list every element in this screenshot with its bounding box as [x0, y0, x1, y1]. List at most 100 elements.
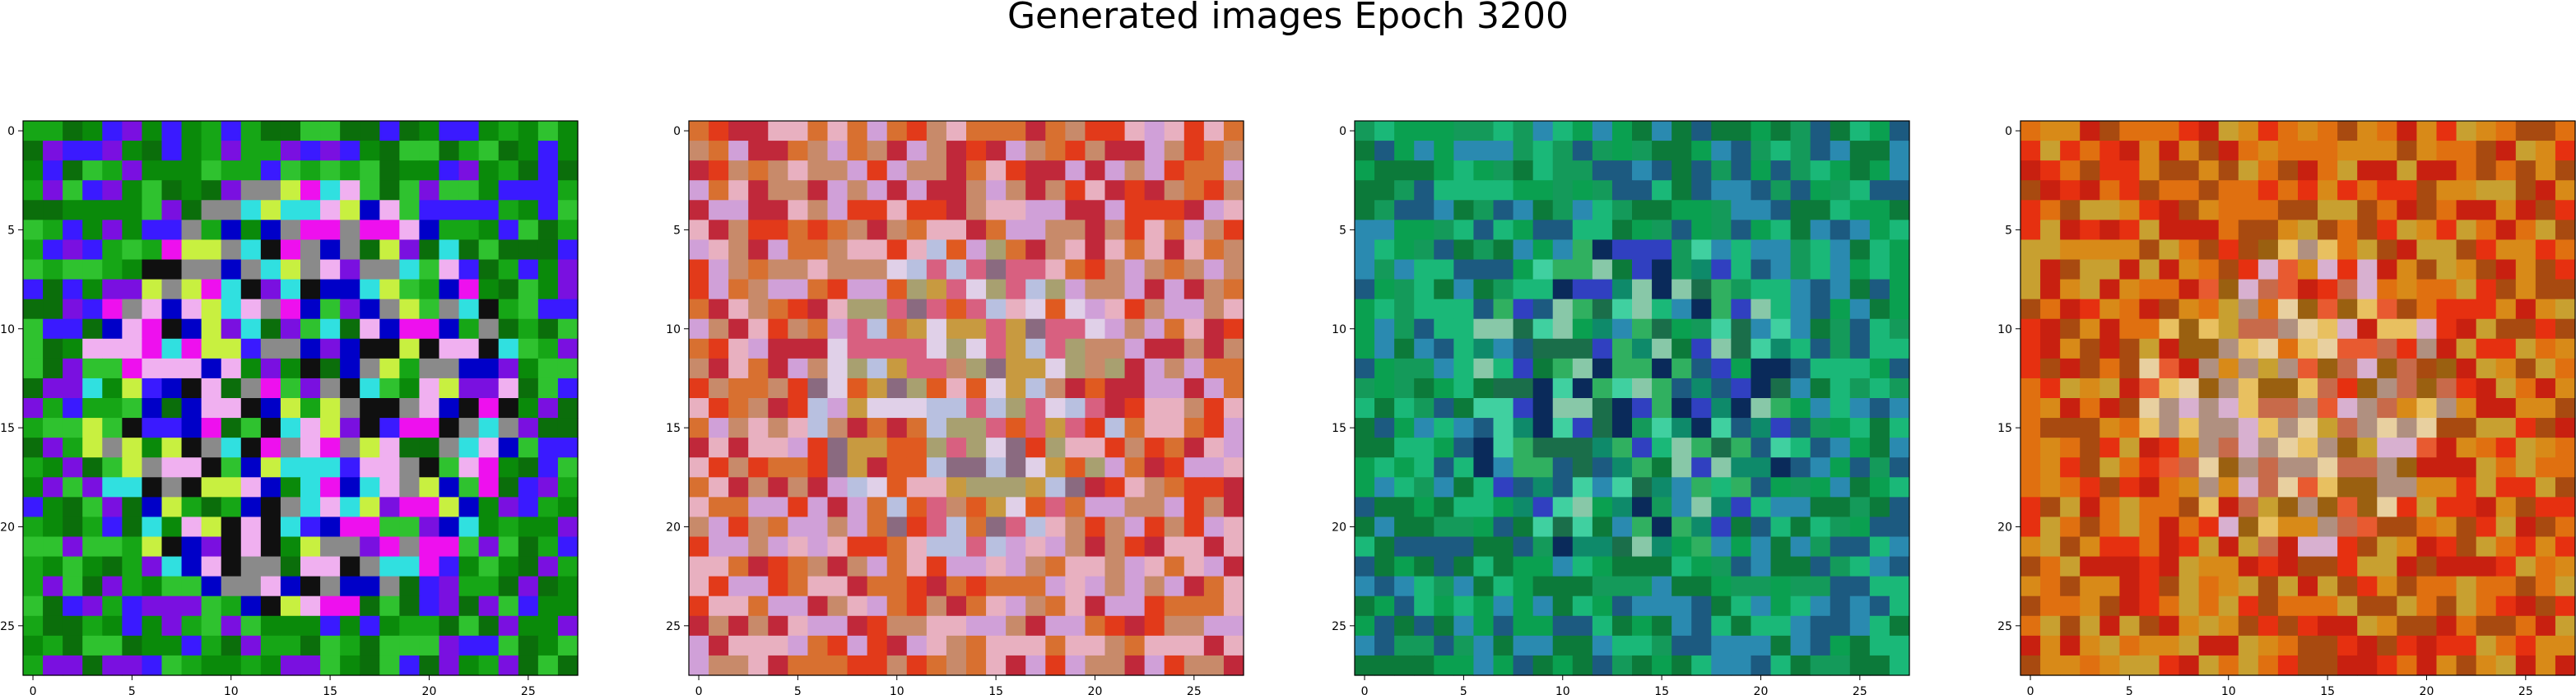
- pixel-cell: [537, 595, 559, 617]
- pixel-cell: [360, 517, 380, 538]
- pixel-cell: [2277, 517, 2299, 538]
- pixel-cell: [827, 595, 849, 617]
- pixel-cell: [1434, 259, 1454, 280]
- pixel-cell: [2456, 457, 2477, 478]
- pixel-cell: [1751, 576, 1772, 597]
- pixel-cell: [1104, 259, 1126, 280]
- pixel-cell: [1731, 595, 1752, 617]
- pixel-cell: [1394, 517, 1415, 538]
- pixel-cell: [1810, 239, 1831, 261]
- pixel-cell: [1434, 338, 1454, 359]
- pixel-cell: [518, 457, 539, 478]
- pixel-cell: [2178, 595, 2200, 617]
- pixel-cell: [63, 615, 83, 637]
- pixel-cell: [399, 457, 421, 478]
- pixel-cell: [458, 121, 480, 141]
- pixel-cell: [1513, 615, 1534, 637]
- pixel-cell: [1810, 556, 1831, 577]
- pixel-cell: [1751, 477, 1772, 498]
- pixel-cell: [1183, 556, 1205, 577]
- pixel-cell: [1164, 398, 1185, 419]
- pixel-cell: [537, 378, 559, 399]
- x-tick-label: 0: [30, 685, 37, 695]
- pixel-cell: [1672, 279, 1692, 300]
- pixel-cell: [1731, 378, 1752, 399]
- pixel-cell: [2377, 299, 2397, 320]
- pixel-cell: [926, 200, 947, 220]
- pixel-cell: [221, 497, 242, 518]
- pixel-cell: [1770, 438, 1792, 458]
- pixel-cell: [2238, 220, 2259, 241]
- pixel-cell: [768, 220, 788, 241]
- pixel-cell: [1869, 259, 1890, 280]
- pixel-cell: [827, 180, 849, 201]
- pixel-cell: [946, 536, 967, 558]
- pixel-cell: [1532, 655, 1554, 676]
- pixel-cell: [2238, 318, 2259, 340]
- pixel-cell: [1183, 398, 1205, 419]
- pixel-cell: [557, 418, 579, 438]
- pixel-cell: [2119, 536, 2141, 558]
- pixel-cell: [728, 338, 749, 359]
- pixel-cell: [1731, 438, 1752, 458]
- pixel-cell: [142, 378, 163, 399]
- pixel-cell: [728, 615, 749, 637]
- pixel-cell: [478, 378, 500, 399]
- pixel-cell: [2080, 398, 2100, 419]
- pixel-cell: [1830, 438, 1851, 458]
- pixel-cell: [2357, 338, 2378, 359]
- pixel-cell: [2060, 398, 2081, 419]
- pixel-cell: [2357, 457, 2378, 478]
- pixel-cell: [2198, 160, 2220, 181]
- pixel-cell: [181, 556, 202, 577]
- pixel-cell: [122, 595, 143, 617]
- pixel-cell: [2020, 497, 2041, 518]
- pixel-cell: [201, 595, 222, 617]
- pixel-cell: [122, 635, 143, 656]
- pixel-cell: [886, 160, 908, 181]
- pixel-cell: [2257, 536, 2279, 558]
- pixel-cell: [1572, 141, 1593, 161]
- pixel-cell: [43, 655, 63, 676]
- pixel-cell: [1830, 595, 1851, 617]
- pixel-cell: [2198, 477, 2220, 498]
- pixel-cell: [1124, 259, 1146, 280]
- pixel-cell: [1592, 655, 1613, 676]
- pixel-cell: [102, 457, 123, 478]
- pixel-cell: [2436, 418, 2457, 438]
- pixel-cell: [1085, 398, 1106, 419]
- pixel-cell: [926, 655, 947, 676]
- pixel-cell: [1889, 259, 1910, 280]
- pixel-cell: [1025, 438, 1046, 458]
- pixel-cell: [2377, 121, 2397, 141]
- pixel-cell: [709, 398, 729, 419]
- pixel-cell: [2198, 576, 2220, 597]
- pixel-cell: [360, 615, 380, 637]
- pixel-cell: [260, 556, 281, 577]
- pixel-cell: [1394, 418, 1415, 438]
- pixel-cell: [1869, 318, 1890, 340]
- pixel-cell: [2020, 615, 2041, 637]
- pixel-cell: [1751, 595, 1772, 617]
- pixel-cell: [1751, 615, 1772, 637]
- pixel-cell: [439, 239, 460, 261]
- pixel-cell: [340, 358, 360, 379]
- pixel-cell: [1104, 517, 1126, 538]
- pixel-cell: [498, 635, 519, 656]
- pixel-grid: [1355, 121, 1910, 676]
- pixel-cell: [689, 477, 709, 498]
- pixel-cell: [1552, 457, 1574, 478]
- pixel-cell: [2416, 338, 2438, 359]
- pixel-cell: [2099, 635, 2120, 656]
- pixel-cell: [478, 517, 500, 538]
- pixel-cell: [2495, 457, 2517, 478]
- pixel-cell: [1223, 438, 1244, 458]
- pixel-cell: [1691, 259, 1712, 280]
- pixel-cell: [847, 121, 868, 141]
- pixel-cell: [1006, 556, 1026, 577]
- pixel-cell: [1183, 239, 1205, 261]
- pixel-cell: [518, 378, 539, 399]
- pixel-cell: [2119, 121, 2141, 141]
- pixel-cell: [1532, 239, 1554, 261]
- pixel-cell: [1790, 180, 1811, 201]
